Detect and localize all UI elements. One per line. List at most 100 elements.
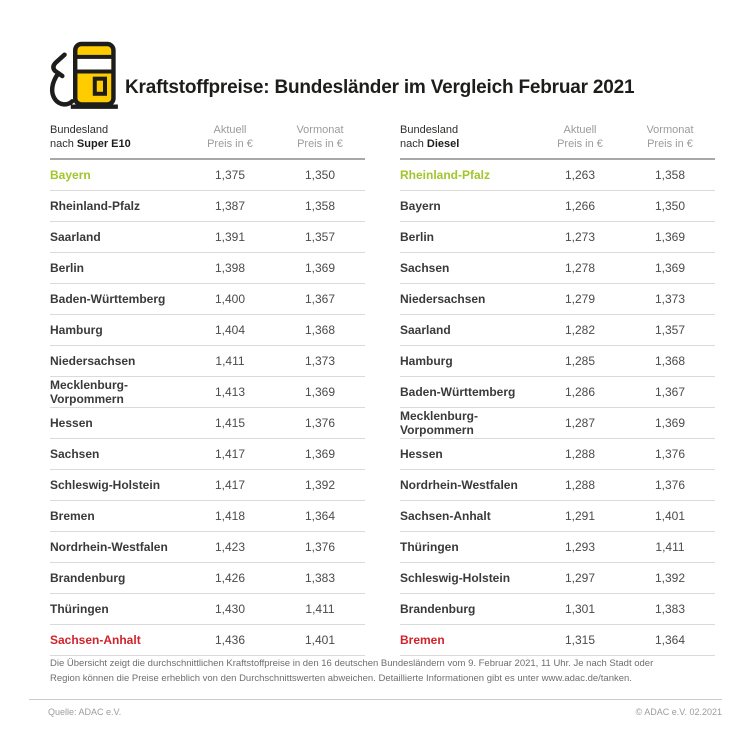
previous-price-cell: 1,383 [304, 571, 336, 585]
table-diesel: Bundesland nach Diesel Aktuell Preis in … [400, 123, 715, 656]
state-name-cell: Bremen [50, 509, 95, 523]
table-row: Rheinland-Pfalz 1,263 1,358 [400, 160, 715, 191]
current-price-cell: 1,430 [214, 602, 246, 616]
state-name-cell: Baden-Württemberg [400, 385, 516, 399]
table-row: Nordrhein-Westfalen 1,288 1,376 [400, 470, 715, 501]
table-body: Rheinland-Pfalz 1,263 1,358 Bayern 1,266… [400, 160, 715, 656]
state-name-cell: Thüringen [400, 540, 459, 554]
table-row: Sachsen 1,417 1,369 [50, 439, 365, 470]
state-name-cell: Niedersachsen [400, 292, 486, 306]
state-name-cell: Rheinland-Pfalz [400, 168, 491, 182]
previous-price-cell: 1,401 [654, 509, 686, 523]
previous-price-cell: 1,350 [654, 199, 686, 213]
current-price-cell: 1,417 [214, 478, 246, 492]
fuel-type-label: Diesel [426, 138, 460, 150]
current-price-cell: 1,273 [564, 230, 596, 244]
column-header-aktuell: Aktuell Preis in € [207, 124, 253, 150]
fuel-type-label: Super E10 [76, 138, 131, 150]
table-header: Bundesland nach Diesel Aktuell Preis in … [400, 123, 715, 160]
state-name-cell: Saarland [400, 323, 451, 337]
current-price-cell: 1,279 [564, 292, 596, 306]
current-price-cell: 1,415 [214, 416, 246, 430]
footer-divider [29, 699, 722, 700]
previous-price-cell: 1,364 [304, 509, 336, 523]
previous-price-cell: 1,376 [654, 478, 686, 492]
table-row: Saarland 1,391 1,357 [50, 222, 365, 253]
current-price-cell: 1,426 [214, 571, 246, 585]
table-row: Thüringen 1,293 1,411 [400, 532, 715, 563]
table-row: Nordrhein-Westfalen 1,423 1,376 [50, 532, 365, 563]
footer: Quelle: ADAC e.V. © ADAC e.V. 02.2021 [48, 707, 722, 717]
column-header-bundesland: Bundesland nach Diesel [400, 124, 460, 150]
table-row: Sachsen 1,278 1,369 [400, 253, 715, 284]
previous-price-cell: 1,367 [304, 292, 336, 306]
current-price-cell: 1,418 [214, 509, 246, 523]
table-row: Brandenburg 1,426 1,383 [50, 563, 365, 594]
current-price-cell: 1,417 [214, 447, 246, 461]
previous-price-cell: 1,392 [304, 478, 336, 492]
current-price-cell: 1,285 [564, 354, 596, 368]
previous-price-cell: 1,376 [304, 540, 336, 554]
previous-price-cell: 1,368 [654, 354, 686, 368]
table-row: Schleswig-Holstein 1,417 1,392 [50, 470, 365, 501]
current-price-cell: 1,315 [564, 633, 596, 647]
previous-price-cell: 1,369 [654, 261, 686, 275]
previous-price-cell: 1,367 [654, 385, 686, 399]
state-name-cell: Brandenburg [400, 602, 476, 616]
state-name-cell: Nordrhein-Westfalen [400, 478, 518, 492]
current-price-cell: 1,266 [564, 199, 596, 213]
state-name-cell: Hessen [50, 416, 93, 430]
state-name-cell: Mecklenburg-Vorpommern [50, 378, 129, 406]
table-row: Thüringen 1,430 1,411 [50, 594, 365, 625]
state-name-cell: Berlin [50, 261, 85, 275]
column-header-vormonat: Vormonat Preis in € [296, 124, 344, 150]
state-name-cell: Rheinland-Pfalz [50, 199, 141, 213]
current-price-cell: 1,286 [564, 385, 596, 399]
table-row: Hamburg 1,404 1,368 [50, 315, 365, 346]
previous-price-cell: 1,411 [655, 540, 685, 554]
table-row: Berlin 1,398 1,369 [50, 253, 365, 284]
state-name-cell: Bremen [400, 633, 445, 647]
current-price-cell: 1,411 [215, 354, 245, 368]
current-price-cell: 1,287 [564, 416, 596, 430]
previous-price-cell: 1,369 [304, 447, 336, 461]
previous-price-cell: 1,373 [304, 354, 336, 368]
state-name-cell: Berlin [400, 230, 435, 244]
table-row: Saarland 1,282 1,357 [400, 315, 715, 346]
current-price-cell: 1,278 [564, 261, 596, 275]
column-header-vormonat: Vormonat Preis in € [646, 124, 694, 150]
state-name-cell: Sachsen-Anhalt [50, 633, 141, 647]
table-row: Sachsen-Anhalt 1,291 1,401 [400, 501, 715, 532]
previous-price-cell: 1,357 [654, 323, 686, 337]
footnote: Die Übersicht zeigt die durchschnittlich… [50, 658, 654, 684]
previous-price-cell: 1,376 [654, 447, 686, 461]
state-name-cell: Bayern [50, 168, 91, 182]
current-price-cell: 1,263 [564, 168, 596, 182]
previous-price-cell: 1,411 [305, 602, 335, 616]
current-price-cell: 1,282 [564, 323, 596, 337]
previous-price-cell: 1,358 [304, 199, 336, 213]
state-name-cell: Niedersachsen [50, 354, 136, 368]
previous-price-cell: 1,383 [654, 602, 686, 616]
table-row: Bayern 1,266 1,350 [400, 191, 715, 222]
table-row: Mecklenburg-Vorpommern 1,287 1,369 [400, 408, 715, 439]
table-row: Hessen 1,288 1,376 [400, 439, 715, 470]
table-row: Berlin 1,273 1,369 [400, 222, 715, 253]
table-row: Sachsen-Anhalt 1,436 1,401 [50, 625, 365, 656]
table-super-e10: Bundesland nach Super E10 Aktuell Preis … [50, 123, 365, 656]
table-row: Bremen 1,418 1,364 [50, 501, 365, 532]
column-header-aktuell: Aktuell Preis in € [557, 124, 603, 150]
previous-price-cell: 1,368 [304, 323, 336, 337]
current-price-cell: 1,301 [564, 602, 596, 616]
state-name-cell: Sachsen [400, 261, 450, 275]
current-price-cell: 1,288 [564, 478, 596, 492]
table-row: Niedersachsen 1,279 1,373 [400, 284, 715, 315]
state-name-cell: Bayern [400, 199, 441, 213]
table-body: Bayern 1,375 1,350 Rheinland-Pfalz 1,387… [50, 160, 365, 656]
current-price-cell: 1,293 [564, 540, 596, 554]
table-row: Niedersachsen 1,411 1,373 [50, 346, 365, 377]
table-row: Bayern 1,375 1,350 [50, 160, 365, 191]
state-name-cell: Sachsen-Anhalt [400, 509, 491, 523]
previous-price-cell: 1,358 [654, 168, 686, 182]
state-name-cell: Hamburg [50, 323, 103, 337]
